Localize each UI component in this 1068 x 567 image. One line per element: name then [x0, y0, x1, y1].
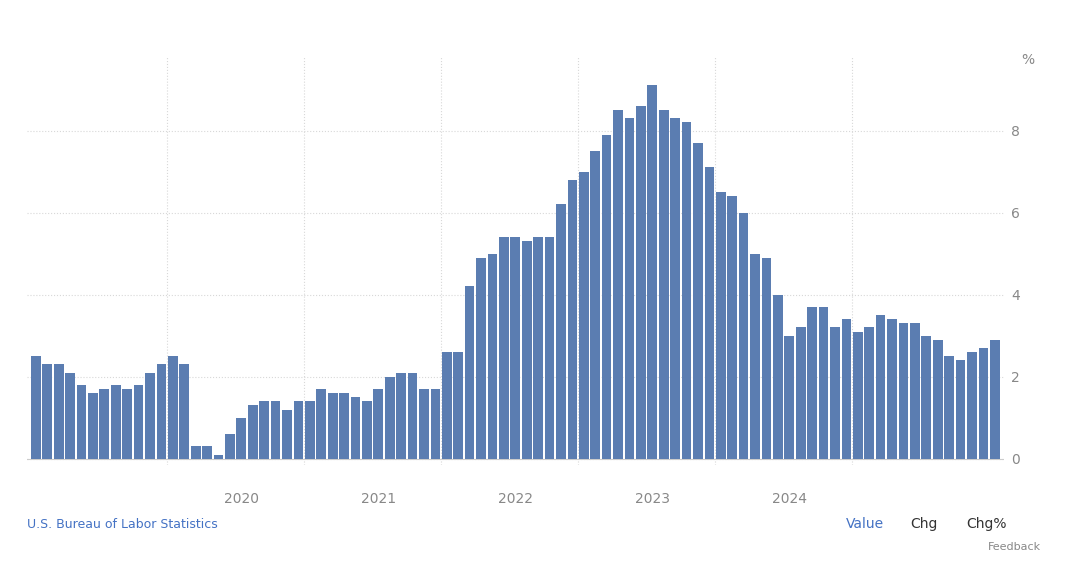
- Bar: [876, 315, 885, 459]
- Bar: [978, 348, 988, 459]
- Bar: [99, 389, 109, 459]
- Text: 2021: 2021: [361, 492, 396, 506]
- Bar: [693, 143, 703, 459]
- Bar: [328, 393, 337, 459]
- Bar: [932, 340, 943, 459]
- Bar: [533, 237, 543, 459]
- Bar: [260, 401, 269, 459]
- Bar: [499, 237, 508, 459]
- Text: Chg: Chg: [910, 518, 938, 531]
- Bar: [43, 365, 52, 459]
- Bar: [396, 373, 406, 459]
- Bar: [807, 307, 817, 459]
- Bar: [830, 328, 839, 459]
- Bar: [944, 356, 954, 459]
- Bar: [384, 376, 394, 459]
- Bar: [294, 401, 303, 459]
- Bar: [556, 205, 566, 459]
- Bar: [65, 373, 75, 459]
- Bar: [968, 352, 977, 459]
- Text: 2023: 2023: [634, 492, 670, 506]
- Bar: [705, 167, 714, 459]
- Bar: [408, 373, 418, 459]
- Text: 2020: 2020: [224, 492, 258, 506]
- Bar: [88, 393, 98, 459]
- Bar: [270, 401, 281, 459]
- Bar: [591, 151, 600, 459]
- Bar: [282, 409, 292, 459]
- Bar: [773, 295, 783, 459]
- Bar: [659, 110, 669, 459]
- Bar: [853, 332, 863, 459]
- Bar: [671, 119, 680, 459]
- Bar: [123, 389, 132, 459]
- Bar: [545, 237, 554, 459]
- Bar: [910, 323, 920, 459]
- Text: 2022: 2022: [498, 492, 533, 506]
- Bar: [796, 328, 805, 459]
- Bar: [739, 213, 749, 459]
- Bar: [476, 258, 486, 459]
- Bar: [77, 385, 87, 459]
- Bar: [956, 360, 965, 459]
- Text: %: %: [1021, 53, 1034, 66]
- Bar: [179, 365, 189, 459]
- Bar: [990, 340, 1000, 459]
- Bar: [111, 385, 121, 459]
- Bar: [340, 393, 349, 459]
- Bar: [488, 253, 498, 459]
- Bar: [305, 401, 315, 459]
- Bar: [134, 385, 143, 459]
- Bar: [750, 253, 760, 459]
- Bar: [819, 307, 829, 459]
- Bar: [842, 319, 851, 459]
- Bar: [898, 323, 908, 459]
- Bar: [430, 389, 440, 459]
- Bar: [350, 397, 360, 459]
- Bar: [202, 446, 211, 459]
- Bar: [248, 405, 257, 459]
- Bar: [168, 356, 177, 459]
- Bar: [613, 110, 623, 459]
- Bar: [362, 401, 372, 459]
- Bar: [864, 328, 874, 459]
- Bar: [465, 286, 474, 459]
- Bar: [419, 389, 429, 459]
- Bar: [637, 106, 646, 459]
- Bar: [191, 446, 201, 459]
- Text: Chg%: Chg%: [967, 518, 1007, 531]
- Bar: [522, 242, 532, 459]
- Text: 2024: 2024: [772, 492, 806, 506]
- Bar: [727, 196, 737, 459]
- Text: Feedback: Feedback: [988, 542, 1041, 552]
- Bar: [53, 365, 63, 459]
- Bar: [761, 258, 771, 459]
- Bar: [31, 356, 41, 459]
- Text: U.S. Bureau of Labor Statistics: U.S. Bureau of Labor Statistics: [27, 518, 218, 531]
- Bar: [236, 418, 247, 459]
- Bar: [511, 237, 520, 459]
- Bar: [579, 172, 588, 459]
- Bar: [214, 455, 223, 459]
- Bar: [442, 352, 452, 459]
- Bar: [145, 373, 155, 459]
- Bar: [454, 352, 464, 459]
- Bar: [888, 319, 897, 459]
- Bar: [157, 365, 167, 459]
- Bar: [225, 434, 235, 459]
- Bar: [625, 119, 634, 459]
- Bar: [716, 192, 725, 459]
- Bar: [601, 134, 612, 459]
- Text: Value: Value: [846, 518, 884, 531]
- Bar: [681, 122, 691, 459]
- Bar: [922, 336, 931, 459]
- Bar: [784, 336, 795, 459]
- Bar: [567, 180, 577, 459]
- Bar: [374, 389, 383, 459]
- Bar: [316, 389, 326, 459]
- Bar: [647, 86, 657, 459]
